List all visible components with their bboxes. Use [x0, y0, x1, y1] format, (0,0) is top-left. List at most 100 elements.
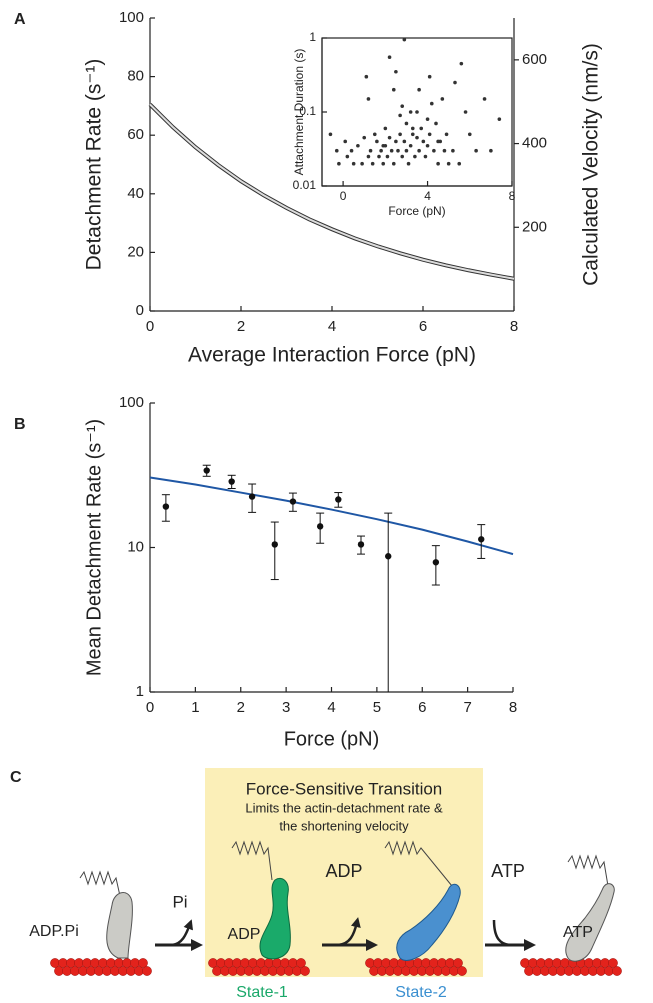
actin-bead: [608, 958, 618, 968]
y-tick-label: 10: [127, 538, 144, 555]
x-tick-label: 5: [373, 699, 381, 716]
bound-label: ADP: [228, 926, 261, 943]
point: [366, 97, 371, 101]
point: [343, 139, 348, 144]
point: [394, 69, 398, 74]
point: [366, 154, 371, 159]
arrow: [492, 919, 513, 947]
point: [357, 541, 365, 548]
released-label: ADP: [325, 861, 362, 881]
point: [478, 536, 485, 543]
point: [451, 148, 455, 153]
point: [389, 148, 394, 153]
point: [372, 132, 377, 137]
point: [387, 135, 392, 140]
point: [368, 148, 373, 153]
actin-bead: [138, 958, 148, 968]
point: [364, 74, 369, 79]
arrow: [337, 917, 361, 947]
point: [459, 61, 464, 66]
y-tick-label: 0: [136, 302, 144, 319]
y-tick-label: 0.1: [299, 104, 316, 118]
myosin-state-1: [259, 877, 291, 960]
actin-bead: [457, 966, 467, 976]
point: [421, 139, 426, 144]
x-tick-label: 6: [419, 318, 427, 335]
y-tick-label: 60: [127, 126, 144, 143]
y-tick-label: 0.01: [293, 178, 317, 192]
x-tick-label: 8: [510, 318, 518, 335]
x-tick-label: 6: [418, 699, 426, 716]
point: [391, 161, 396, 166]
myosin: [106, 892, 133, 959]
point: [425, 117, 430, 121]
point: [391, 87, 396, 92]
arrow: [171, 919, 193, 947]
point: [248, 493, 256, 500]
spring: [567, 854, 609, 887]
x-axis-label: Force (pN): [284, 728, 380, 750]
diagram: Force-Sensitive Transition Limits the ac…: [29, 768, 622, 1001]
y-axis-label: Detachment Rate (s⁻¹): [83, 59, 106, 271]
x-tick-label: 0: [146, 699, 154, 716]
y2-tick-label: 600: [522, 51, 547, 68]
point: [335, 496, 342, 503]
point: [453, 80, 457, 85]
point: [398, 132, 402, 137]
point: [440, 97, 445, 101]
x-tick-label: 3: [282, 699, 290, 716]
spring: [384, 840, 453, 887]
point: [387, 55, 392, 60]
released-label: Pi: [172, 892, 187, 911]
actin-bead: [612, 966, 622, 976]
x-tick-label: 0: [340, 189, 347, 203]
myosin-state-2: [396, 883, 461, 961]
x-tick-label: 8: [509, 189, 516, 203]
point: [337, 161, 341, 166]
y2-tick-label: 400: [522, 135, 547, 152]
diagram-title: Force-Sensitive Transition: [246, 779, 443, 798]
point: [415, 135, 419, 140]
x-tick-label: 2: [237, 699, 245, 716]
point: [385, 154, 390, 159]
diagram-subtitle: Limits the actin-detachment rate &: [245, 800, 443, 815]
point: [400, 104, 405, 108]
point: [334, 148, 339, 153]
point: [444, 132, 449, 137]
point: [417, 87, 421, 92]
point: [413, 154, 417, 159]
point: [436, 161, 440, 166]
y-tick-label: 1: [136, 683, 144, 700]
point: [446, 161, 451, 166]
point: [497, 117, 502, 121]
point: [467, 132, 472, 137]
point: [482, 97, 487, 101]
point: [379, 148, 383, 153]
point: [377, 154, 381, 159]
point: [408, 143, 413, 148]
point: [423, 154, 428, 159]
point: [381, 143, 386, 148]
state-label: State-1: [236, 984, 288, 1001]
point: [289, 498, 297, 505]
point: [351, 161, 356, 166]
point: [203, 467, 210, 474]
point: [402, 139, 407, 144]
x-tick-label: 7: [463, 699, 471, 716]
point: [400, 154, 405, 159]
point: [474, 148, 478, 153]
point: [402, 37, 407, 42]
point: [417, 148, 421, 153]
myosin: [565, 883, 615, 962]
bound-incoming-label: ATP: [491, 861, 525, 881]
actin-bead: [453, 958, 463, 968]
point: [396, 148, 400, 153]
point: [432, 148, 436, 153]
fit-line: [149, 476, 514, 556]
point: [436, 139, 440, 144]
y-tick-label: 100: [119, 9, 144, 26]
point: [356, 143, 360, 148]
point: [489, 148, 493, 153]
point: [434, 121, 438, 126]
